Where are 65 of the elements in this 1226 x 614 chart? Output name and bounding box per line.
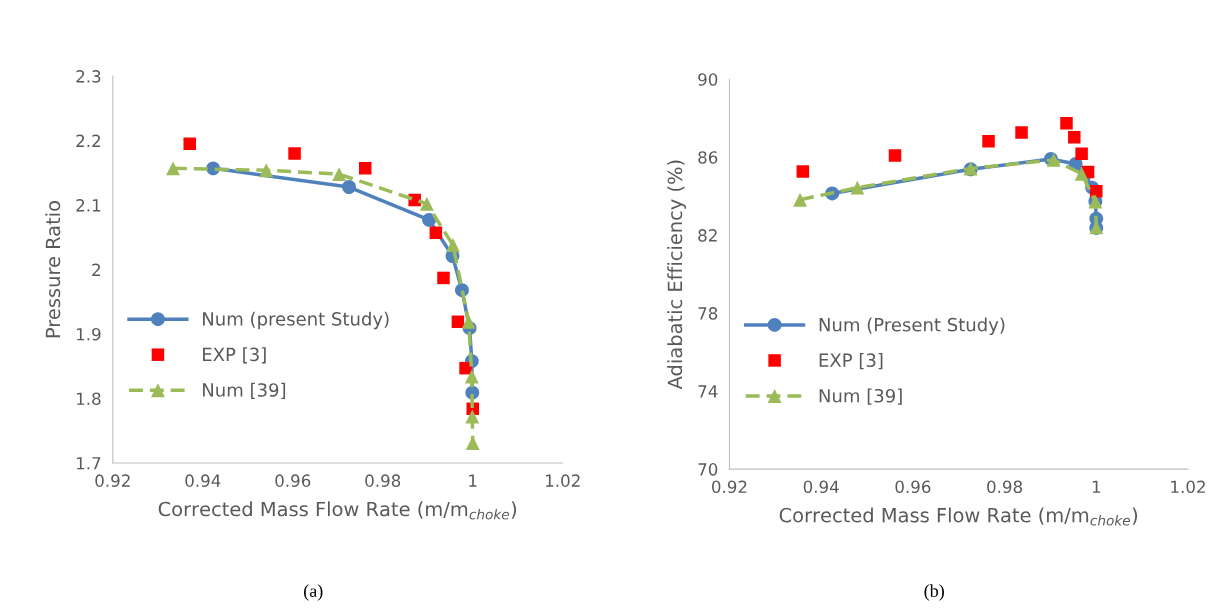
legend-label: Num [39] — [819, 388, 902, 405]
y-tick-label: 2 — [92, 263, 101, 276]
point — [1015, 126, 1028, 139]
point — [465, 436, 480, 450]
y-tick-label: 2.2 — [76, 134, 101, 147]
point — [422, 212, 437, 227]
legend-label: Num [39] — [203, 382, 286, 399]
point — [1068, 131, 1081, 144]
x-axis-title: Corrected Mass Flow Rate (m/m$_{choke}$) — [779, 507, 1138, 526]
y-tick-label: 1.9 — [77, 327, 101, 341]
point — [888, 149, 902, 162]
x-tick-label: 1 — [469, 474, 477, 487]
point — [259, 163, 274, 178]
point — [332, 167, 347, 182]
point — [419, 196, 434, 211]
point — [429, 226, 443, 240]
x-tick-label: 0.98 — [987, 480, 1022, 494]
x-tick-label: 0.96 — [895, 480, 931, 494]
y-tick-label: 74 — [698, 385, 718, 398]
legend-label: EXP [3] — [819, 353, 883, 370]
point — [1090, 185, 1103, 198]
y-tick-label: 78 — [698, 307, 718, 320]
point — [465, 409, 480, 424]
point — [793, 192, 808, 207]
point — [1074, 166, 1089, 181]
point — [342, 180, 356, 194]
x-tick-label: 0.94 — [803, 480, 839, 494]
text: (b) — [924, 584, 944, 601]
x-tick-label: 0.92 — [95, 474, 130, 487]
point — [288, 147, 301, 160]
point — [358, 162, 372, 175]
y-tick-label: 1.7 — [77, 457, 101, 470]
y-axis-title: Pressure Ratio — [45, 201, 61, 338]
point — [166, 161, 181, 176]
point — [451, 315, 465, 329]
x-tick-label: 0.96 — [275, 474, 311, 487]
point — [461, 314, 476, 329]
legend-label: EXP [3] — [203, 347, 266, 364]
point — [850, 180, 865, 195]
y-tick-label: 90 — [698, 73, 718, 86]
point — [982, 134, 995, 148]
point — [183, 137, 196, 151]
x-tick-label: 1.02 — [1171, 480, 1205, 494]
x-tick-label: 1 — [1092, 480, 1101, 493]
y-tick-label: 70 — [698, 463, 718, 476]
x-axis-title: Corrected Mass Flow Rate (m/m$_{choke}$) — [158, 501, 517, 520]
y-axis-title: Adiabatic Efficiency (%) — [667, 160, 687, 390]
legend-label: Num (present Study) — [203, 311, 389, 330]
point — [464, 369, 479, 384]
text: (a) — [304, 584, 323, 601]
point — [1060, 117, 1073, 130]
x-tick-label: 0.98 — [365, 474, 401, 487]
x-tick-label: 0.92 — [712, 480, 747, 494]
y-tick-label: 86 — [698, 151, 718, 164]
legend-label: Num (Present Study) — [819, 317, 1005, 335]
point — [446, 238, 460, 252]
x-tick-label: 0.94 — [185, 474, 221, 487]
y-tick-label: 1.8 — [77, 392, 101, 406]
y-tick-label: 82 — [698, 229, 717, 242]
x-tick-label: 1.02 — [546, 474, 580, 487]
point — [437, 271, 450, 285]
point — [1075, 147, 1088, 160]
y-tick-label: 2.3 — [76, 70, 101, 83]
point — [796, 165, 810, 178]
y-tick-label: 2.1 — [76, 199, 101, 212]
